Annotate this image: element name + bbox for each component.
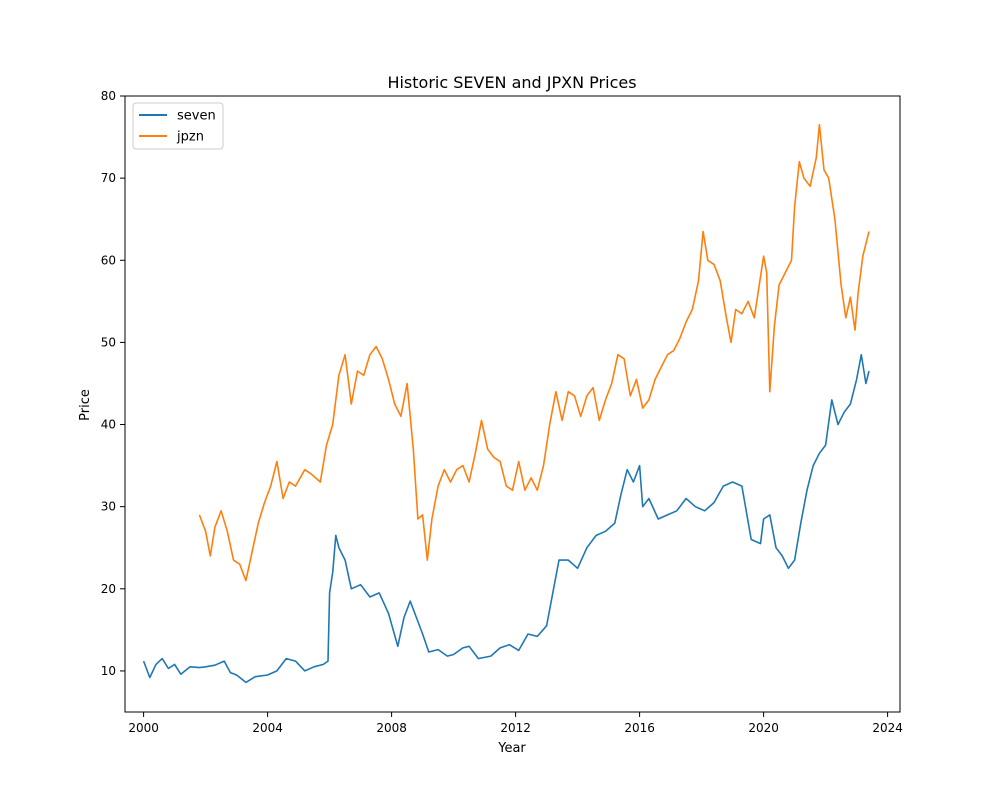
y-tick-label: 30	[101, 500, 116, 514]
plot-frame	[124, 95, 901, 713]
y-tick-label: 50	[101, 335, 116, 349]
x-tick-label: 2024	[872, 721, 903, 735]
y-axis: 10 20 30 40 50 60 70 80	[101, 89, 125, 678]
x-tick-label: 2004	[252, 721, 283, 735]
series-line-jpzn	[198, 123, 870, 582]
y-tick-label: 80	[101, 89, 116, 103]
x-tick-label: 2020	[748, 721, 779, 735]
y-tick-label: 40	[101, 418, 116, 432]
x-tick-label: 2012	[500, 721, 531, 735]
plot-area	[124, 95, 901, 713]
y-tick-label: 70	[101, 171, 116, 185]
x-axis: 2000 2004 2008 2012 2016 2020 2024	[128, 712, 903, 735]
y-axis-label: Price	[78, 389, 93, 421]
x-tick-label: 2016	[624, 721, 655, 735]
x-tick-label: 2008	[376, 721, 407, 735]
chart-title: Historic SEVEN and JPXN Prices	[387, 73, 636, 92]
legend-label-jpzn: jpzn	[176, 130, 204, 145]
legend-label-seven: seven	[177, 109, 216, 124]
y-tick-label: 60	[101, 253, 116, 267]
x-axis-label: Year	[497, 741, 526, 756]
y-tick-label: 10	[101, 664, 116, 678]
x-tick-label: 2000	[128, 721, 159, 735]
y-tick-label: 20	[101, 582, 116, 596]
legend: seven jpzn	[132, 102, 224, 150]
series-line-seven	[142, 353, 870, 684]
